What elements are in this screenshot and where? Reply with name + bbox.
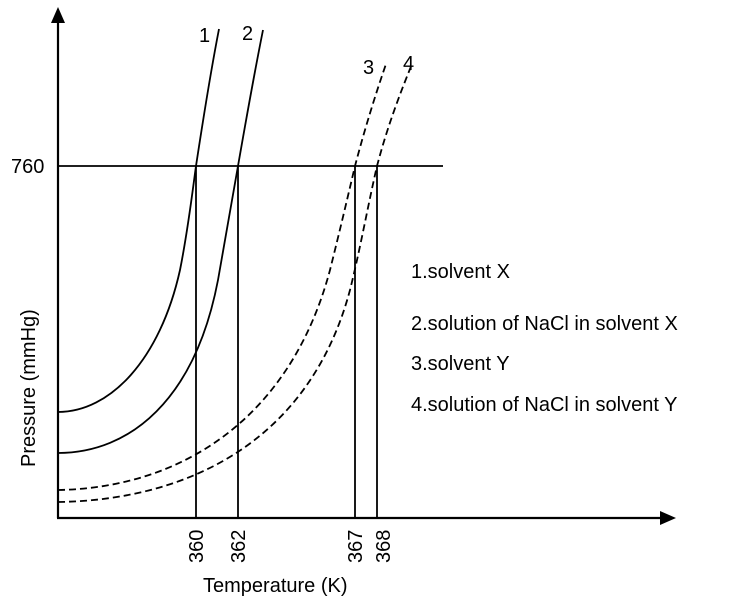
x-tick-368: 368 (373, 530, 395, 563)
y-axis-arrow-icon (51, 7, 65, 23)
x-tick-362: 362 (228, 530, 250, 563)
x-tick-367: 367 (345, 530, 367, 563)
legend-item-2: 2.solution of NaCl in solvent X (411, 313, 678, 335)
x-tick-360: 360 (186, 530, 208, 563)
y-axis-title: Pressure (mmHg) (18, 309, 40, 467)
curve-label-1: 1 (199, 25, 210, 47)
y-tick-760: 760 (11, 156, 44, 178)
curve-label-2: 2 (242, 23, 253, 45)
boiling-point-drop-lines (195, 166, 378, 518)
x-axis-title: Temperature (K) (203, 575, 348, 597)
curve-1-solvent-x (57, 28, 220, 413)
legend-item-3: 3.solvent Y (411, 353, 510, 375)
x-axis-arrow-icon (660, 511, 676, 525)
axes (56, 20, 662, 520)
curve-3-solvent-y (57, 63, 387, 491)
curve-2-solution-x (57, 29, 264, 454)
legend-item-1: 1.solvent X (411, 261, 510, 283)
legend-item-4: 4.solution of NaCl in solvent Y (411, 394, 678, 416)
curve-label-4: 4 (403, 53, 414, 75)
curve-label-3: 3 (363, 57, 374, 79)
curve-4-solution-y (57, 63, 413, 503)
